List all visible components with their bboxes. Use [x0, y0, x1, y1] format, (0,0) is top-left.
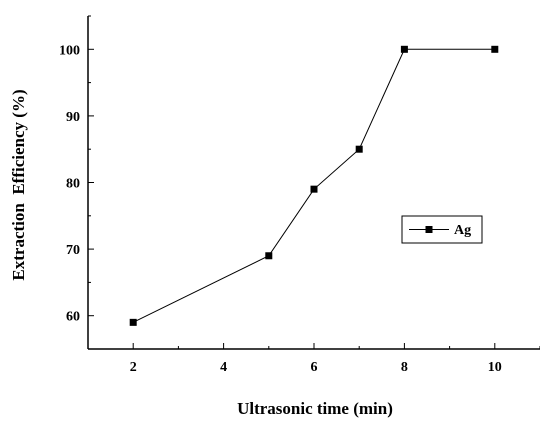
axes: [87, 16, 540, 350]
y-axis-ticks: 60 70 80 90 100: [59, 15, 94, 350]
data-point-marker: [355, 145, 363, 153]
legend: Ag: [401, 215, 483, 244]
legend-label-ag: Ag: [454, 223, 471, 238]
y-tick-label: 80: [66, 177, 80, 192]
x-axis-ticks: 2 4 6 8 10: [87, 343, 540, 375]
x-tick-label: 2: [130, 360, 137, 375]
data-point-marker: [129, 318, 137, 326]
x-tick-label: 4: [220, 360, 227, 375]
y-tick-label: 60: [66, 310, 80, 325]
data-point-marker: [310, 185, 318, 193]
y-tick-label: 100: [59, 43, 80, 58]
y-tick-label: 70: [66, 243, 80, 258]
series-line-ag: [132, 48, 495, 323]
y-tick-label: 90: [66, 110, 80, 125]
series-layer: [129, 45, 499, 326]
data-point-marker: [400, 45, 408, 53]
data-point-marker: [265, 252, 273, 260]
x-axis-title: Ultrasonic time (min): [237, 399, 393, 418]
y-axis-title: Extraction Efficiency (%): [9, 89, 28, 280]
x-tick-label: 6: [311, 360, 318, 375]
x-tick-label: 8: [401, 360, 408, 375]
x-tick-label: 10: [488, 360, 502, 375]
legend-marker-square: [425, 226, 433, 233]
data-point-marker: [491, 45, 499, 53]
